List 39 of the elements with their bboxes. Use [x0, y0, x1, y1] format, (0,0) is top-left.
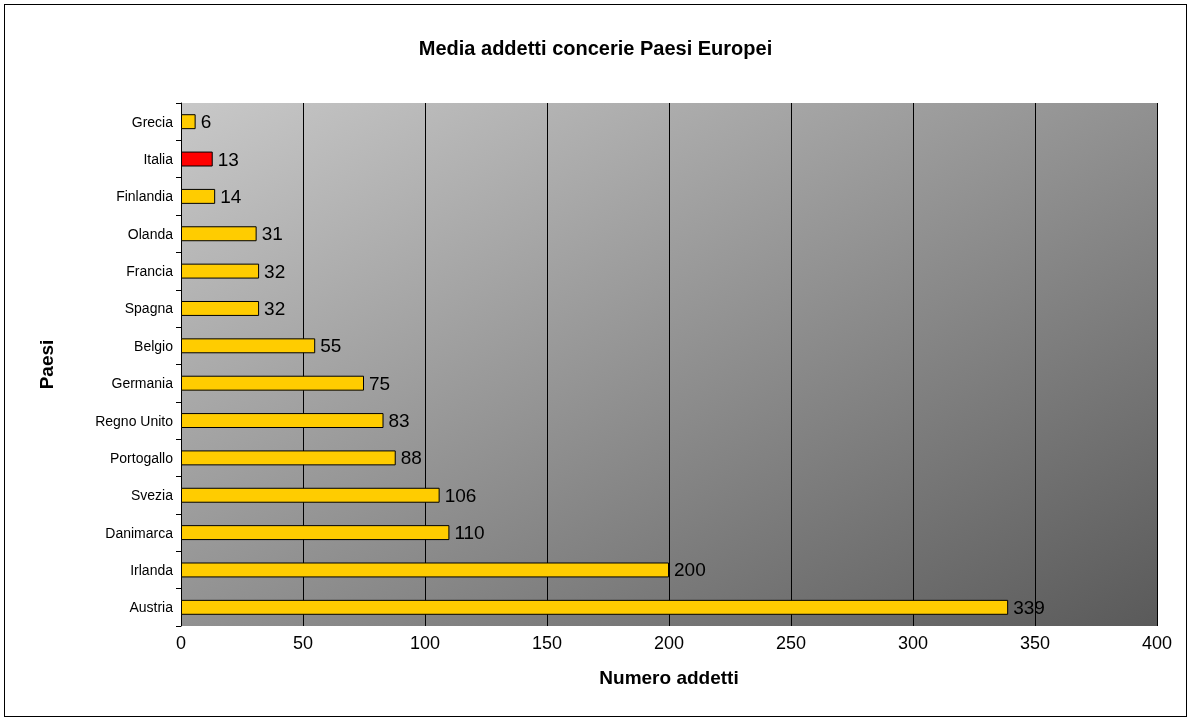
chart-title: Media addetti concerie Paesi Europei	[418, 37, 773, 59]
y-tick-label: Svezia	[130, 487, 174, 504]
y-tick-label: Germania	[111, 375, 174, 392]
y-tick-label: Olanda	[127, 225, 174, 242]
y-tick-label: Spagna	[124, 300, 174, 317]
data-label: 13	[217, 148, 239, 170]
y-tick-label: Italia	[143, 151, 174, 168]
x-tick-label: 0	[175, 633, 187, 653]
data-label: 75	[369, 372, 391, 394]
data-label: 6	[200, 111, 212, 133]
y-tick-label: Regno Unito	[95, 412, 174, 429]
y-tick-label: Austria	[129, 599, 174, 616]
data-label: 106	[444, 484, 477, 506]
data-label: 83	[388, 410, 410, 432]
data-label: 32	[264, 297, 286, 319]
y-axis-title: Paesi	[36, 339, 57, 390]
y-tick-label: Danimarca	[105, 524, 174, 541]
y-tick-label: Grecia	[131, 113, 174, 130]
data-label: 14	[220, 185, 242, 207]
y-tick-label: Irlanda	[130, 561, 174, 578]
y-tick-label: Finlandia	[116, 188, 174, 205]
y-tick-label: Francia	[126, 263, 174, 280]
x-tick-label: 100	[409, 633, 441, 653]
data-label: 200	[674, 559, 706, 581]
x-tick-label: 200	[653, 633, 685, 653]
y-tick-label: Portogallo	[109, 449, 174, 466]
x-tick-label: 250	[775, 633, 807, 653]
x-tick-label: 300	[897, 633, 929, 653]
data-label: 110	[454, 522, 485, 544]
data-label: 31	[261, 223, 283, 245]
data-label: 32	[264, 260, 286, 282]
data-label: 88	[400, 447, 422, 469]
x-tick-label: 350	[1019, 633, 1051, 653]
x-axis-title: Numero addetti	[599, 667, 739, 688]
x-tick-label: 50	[292, 633, 314, 653]
y-tick-label: Belgio	[134, 337, 174, 354]
x-tick-label: 150	[531, 633, 563, 653]
data-label: 55	[320, 335, 342, 357]
x-tick-label: 400	[1141, 633, 1173, 653]
